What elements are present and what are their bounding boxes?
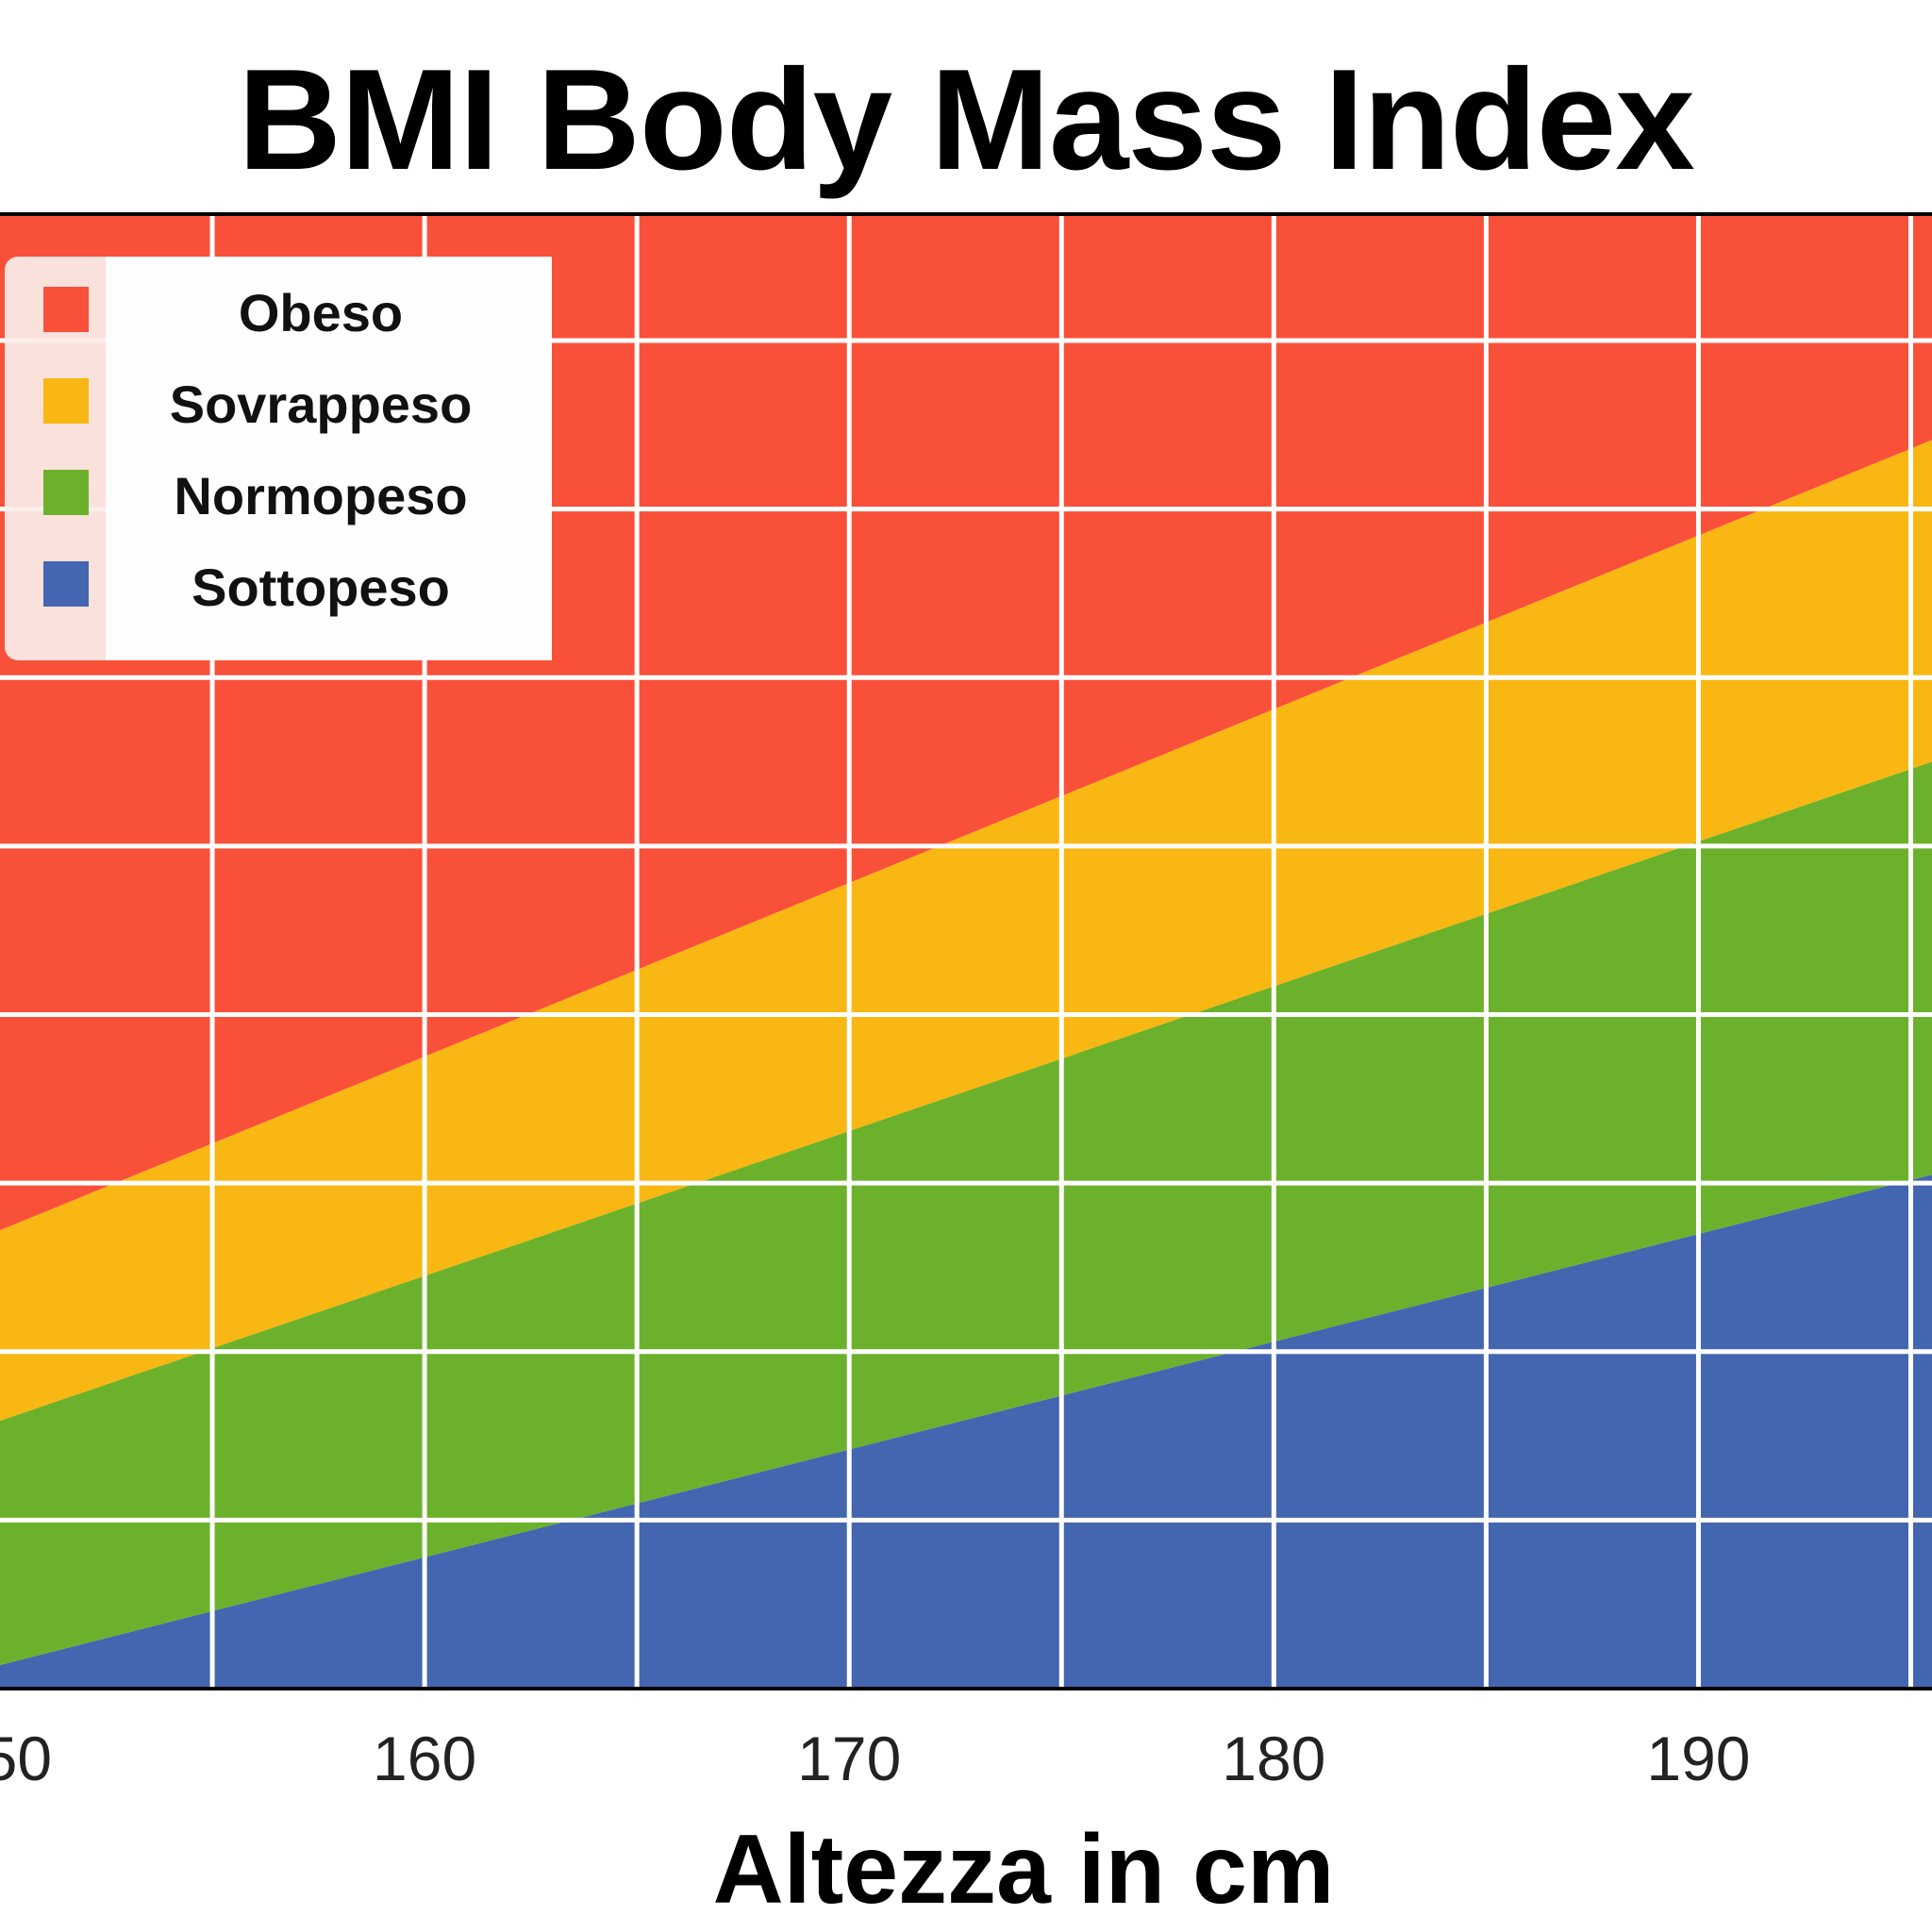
x-tick-label: 160 xyxy=(373,1724,476,1793)
legend: Obeso Sovrappeso Normopeso Sottopeso xyxy=(5,257,552,660)
x-tick-labels: 150 160 170 180 190 xyxy=(0,1724,1751,1793)
legend-swatch-obeso xyxy=(43,287,89,332)
legend-swatch-normopeso xyxy=(43,470,89,515)
legend-label-sovrappeso: Sovrappeso xyxy=(170,375,473,434)
legend-label-normopeso: Normopeso xyxy=(174,466,467,525)
legend-label-sottopeso: Sottopeso xyxy=(192,558,450,617)
legend-label-obeso: Obeso xyxy=(239,283,403,342)
x-tick-label: 170 xyxy=(797,1724,901,1793)
x-tick-label: 150 xyxy=(0,1724,52,1793)
legend-swatch-sottopeso xyxy=(43,561,89,607)
x-tick-label: 190 xyxy=(1646,1724,1750,1793)
band-sottopeso xyxy=(0,1174,1932,1689)
band-normopeso xyxy=(0,761,1932,1665)
legend-swatch-sovrappeso xyxy=(43,378,89,424)
plot-frame xyxy=(0,212,1932,1690)
legend-text-panel xyxy=(106,257,552,660)
band-sovrappeso xyxy=(0,440,1932,1421)
chart-title: BMI Body Mass Index xyxy=(238,40,1695,200)
x-tick-label: 180 xyxy=(1222,1724,1325,1793)
x-axis-label: Altezza in cm xyxy=(713,1815,1335,1924)
